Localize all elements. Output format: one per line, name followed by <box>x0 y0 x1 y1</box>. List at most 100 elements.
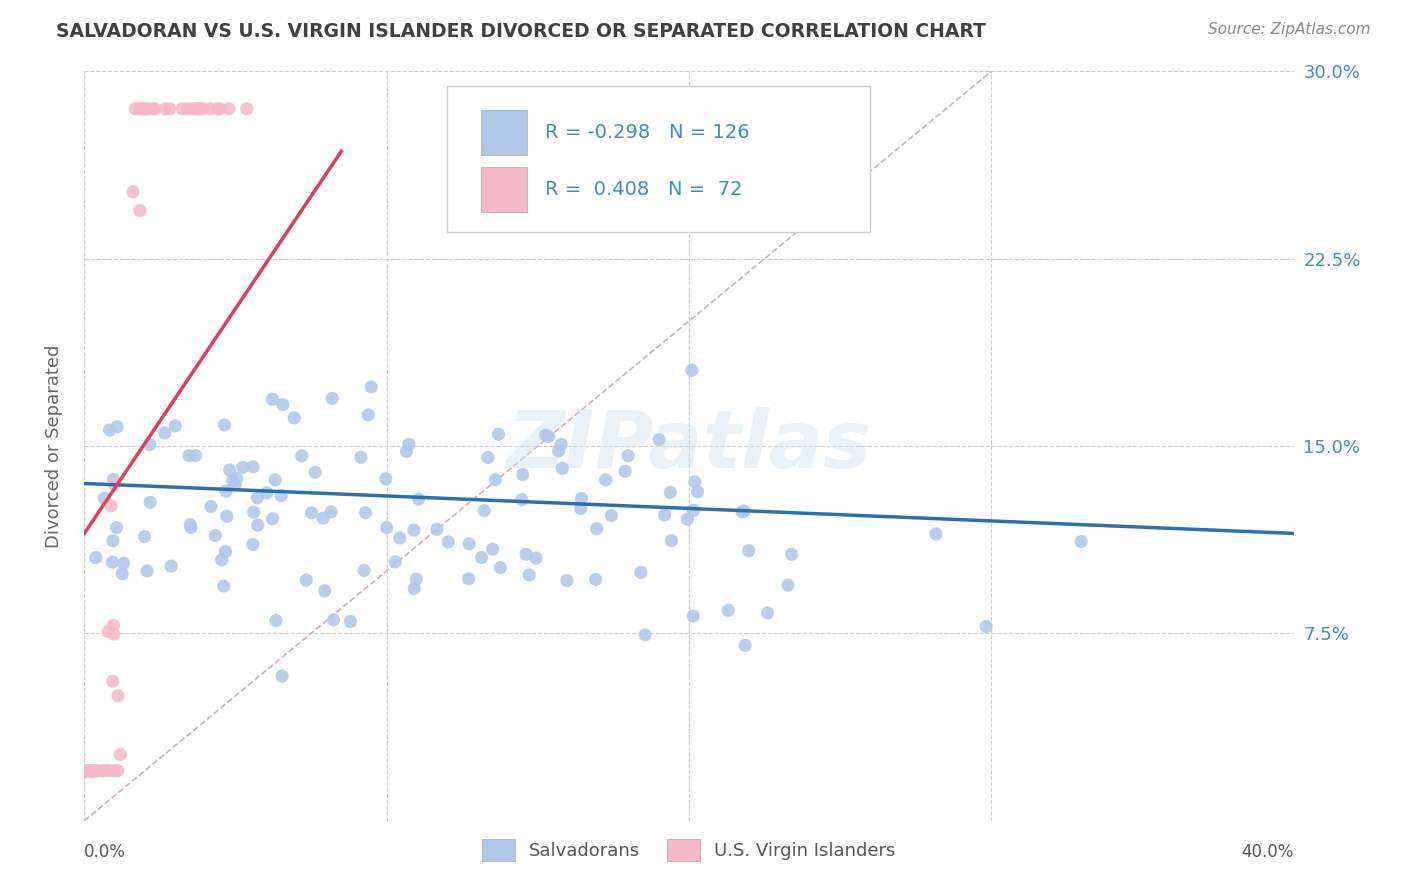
Point <box>264 614 287 628</box>
Point <box>534 428 557 442</box>
Point <box>84 764 107 778</box>
Point <box>79 764 101 778</box>
Point <box>322 613 344 627</box>
Point <box>111 566 134 581</box>
Point <box>262 392 284 407</box>
Point <box>97 624 120 639</box>
Point <box>321 505 343 519</box>
Point <box>94 764 117 778</box>
Point <box>312 511 335 525</box>
Text: R = -0.298   N = 126: R = -0.298 N = 126 <box>546 123 749 143</box>
Point <box>90 764 112 778</box>
Point <box>142 102 165 116</box>
Point <box>97 764 120 778</box>
FancyBboxPatch shape <box>481 168 527 212</box>
Point <box>112 556 135 570</box>
Point <box>477 450 499 465</box>
Point <box>134 102 156 116</box>
Point <box>191 102 214 116</box>
Point <box>654 508 676 522</box>
Point <box>159 102 181 116</box>
Point <box>75 764 97 778</box>
Point <box>246 518 269 533</box>
Point <box>470 550 492 565</box>
Point <box>354 506 377 520</box>
Point <box>101 533 124 548</box>
Point <box>79 764 101 778</box>
Point <box>271 669 294 683</box>
Point <box>215 509 238 524</box>
Point <box>91 764 114 778</box>
Point <box>139 495 162 509</box>
Point <box>600 508 623 523</box>
Point <box>339 615 361 629</box>
Point <box>100 499 122 513</box>
Point <box>375 521 398 535</box>
Point <box>295 573 318 587</box>
Point <box>80 764 103 778</box>
Point <box>437 534 460 549</box>
Point <box>242 537 264 551</box>
Point <box>262 512 284 526</box>
Point <box>481 542 503 557</box>
Point <box>682 609 704 624</box>
Point <box>184 449 207 463</box>
Point <box>283 411 305 425</box>
Point <box>214 545 236 559</box>
Point <box>271 398 294 412</box>
Point <box>86 764 108 778</box>
Point <box>83 764 105 778</box>
Point <box>179 517 201 532</box>
Point <box>571 491 593 506</box>
Point <box>569 501 592 516</box>
Point <box>73 764 96 778</box>
Point <box>256 485 278 500</box>
Point <box>547 443 569 458</box>
Point <box>172 102 194 116</box>
Point <box>143 102 166 116</box>
Point <box>79 764 101 778</box>
Text: Divorced or Separated: Divorced or Separated <box>45 344 63 548</box>
Point <box>731 505 754 519</box>
Point <box>524 551 547 566</box>
Point <box>97 764 120 778</box>
Point <box>212 579 235 593</box>
Point <box>128 102 150 116</box>
Point <box>405 572 427 586</box>
Point <box>402 523 425 537</box>
Point <box>682 503 704 517</box>
Point <box>136 102 159 116</box>
Point <box>374 472 396 486</box>
Point <box>107 689 129 703</box>
Point <box>153 102 176 116</box>
Point <box>242 505 264 519</box>
Point <box>76 764 98 778</box>
Point <box>353 564 375 578</box>
Point <box>634 628 657 642</box>
Point <box>204 528 226 542</box>
Point <box>404 582 426 596</box>
Point <box>614 464 637 478</box>
Point <box>224 477 246 491</box>
Point <box>550 437 572 451</box>
Point <box>107 764 129 778</box>
Point <box>683 475 706 489</box>
Point <box>138 437 160 451</box>
Point <box>83 764 105 778</box>
Point <box>595 473 617 487</box>
Point <box>124 102 146 116</box>
Point <box>160 559 183 574</box>
Point <box>270 489 292 503</box>
Point <box>756 606 779 620</box>
Point <box>200 500 222 514</box>
Point <box>510 492 533 507</box>
Point <box>105 521 128 535</box>
Point <box>585 522 607 536</box>
Point <box>395 444 418 458</box>
Point <box>79 764 101 778</box>
Point <box>661 533 683 548</box>
Point <box>186 102 208 116</box>
Point <box>181 102 204 116</box>
FancyBboxPatch shape <box>447 87 870 233</box>
Text: ZIPatlas: ZIPatlas <box>506 407 872 485</box>
